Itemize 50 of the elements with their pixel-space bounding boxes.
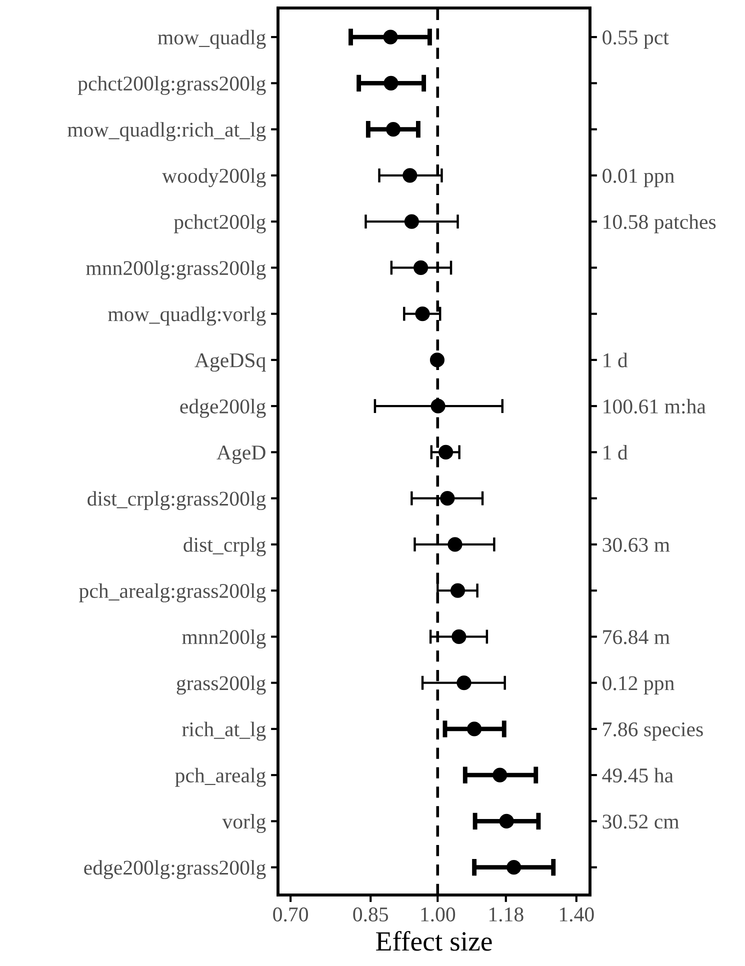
y-tick-label: mnn200lg:grass200lg — [86, 260, 266, 280]
point — [430, 352, 445, 368]
y-tick-label: rich_at_lg — [182, 722, 266, 741]
y2-tick-label: 30.63 m — [602, 538, 670, 552]
y-tick-label: AgeDSq — [194, 353, 266, 372]
y2-tick-label: 10.58 patches — [604, 214, 716, 234]
point — [448, 537, 462, 552]
y2-tick-label: 0.01 ppn — [602, 168, 674, 188]
y-tick-label: mnn200lg — [182, 629, 266, 648]
y-tick-label: woody200lg — [162, 168, 266, 188]
y-tick-label: dist_crplg:grass200lg — [88, 491, 266, 510]
point — [450, 583, 466, 598]
y-tick-label: pch_arealg — [175, 768, 266, 787]
point — [452, 629, 466, 644]
y2-tick-label: 1 d — [604, 352, 628, 368]
y2-tick-label: 0.12 ppn — [602, 676, 674, 694]
x-tick-label: 1.18 — [489, 907, 524, 922]
point — [467, 722, 482, 736]
y-tick-label: dist_crplg — [184, 537, 266, 556]
y-tick-label: pch_arealg:grass200lg — [79, 583, 266, 602]
x-tick-label: 0.70 — [273, 907, 308, 922]
point — [430, 398, 446, 414]
x-tick-label: 1.00 — [421, 907, 456, 922]
x-tick-label: 0.85 — [353, 907, 388, 922]
y2-tick-label: 0.55 pct — [602, 30, 669, 49]
point — [414, 260, 428, 275]
point — [440, 491, 455, 506]
y-tick-label: pchct200lg:grass200lg — [78, 76, 266, 95]
point — [415, 306, 430, 322]
y-tick-label: edge200lg — [180, 398, 266, 418]
x-tick-label: 1.40 — [560, 907, 594, 922]
y-tick-label: edge200lg:grass200lg — [84, 860, 266, 880]
y-tick-label: mow_quadlg:vorlg — [108, 306, 266, 326]
y2-tick-label: 49.45 ha — [602, 768, 674, 783]
y-tick-label: AgeD — [216, 446, 266, 464]
y-tick-label: mow_quadlg — [158, 30, 266, 49]
y2-tick-label: 76.84 m — [603, 630, 670, 644]
y2-tick-label: 1 d — [604, 444, 628, 460]
point — [402, 168, 418, 183]
y-tick-label: mow_quadlg:rich_at_lg — [68, 122, 266, 142]
y-tick-label: vorlg — [222, 814, 266, 833]
y-tick-label: grass200lg — [176, 676, 266, 695]
x-axis-title: Effect size — [376, 930, 492, 951]
point — [404, 214, 419, 229]
y2-tick-label: 30.52 cm — [602, 814, 680, 829]
y2-tick-label: 7.86 species — [603, 722, 703, 741]
point — [456, 676, 472, 690]
point — [438, 444, 454, 460]
y-tick-label: pchct200lg — [174, 214, 266, 234]
y2-tick-label: 100.61 m:ha — [604, 398, 706, 414]
